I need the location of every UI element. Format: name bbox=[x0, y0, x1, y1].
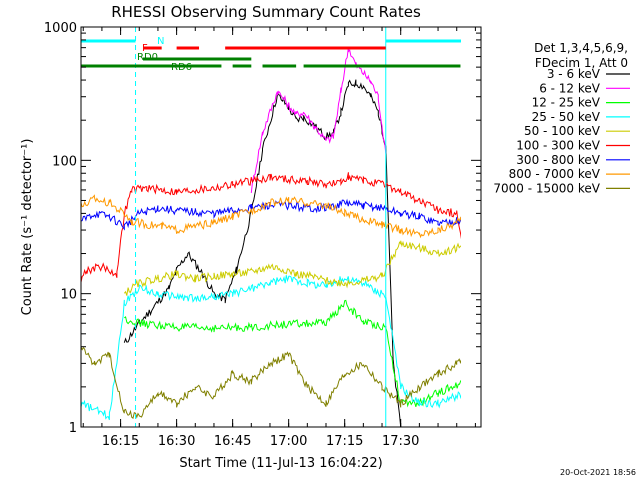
series-line-8 bbox=[81, 346, 461, 420]
y-axis-label: Count Rate (s⁻¹ detector⁻¹) bbox=[20, 139, 35, 316]
x-tick-label: 17:00 bbox=[270, 434, 307, 449]
timestamp: 20-Oct-2021 18:56 bbox=[560, 468, 636, 477]
series-line-0 bbox=[123, 79, 402, 427]
series-line-1 bbox=[250, 47, 387, 193]
y-tick-label: 100 bbox=[52, 154, 77, 169]
series-line-6 bbox=[81, 198, 461, 231]
y-tick-label: 1 bbox=[69, 421, 77, 436]
series-line-2 bbox=[124, 299, 461, 408]
flag-label-n: N bbox=[157, 36, 164, 47]
legend-entry: 25 - 50 keV bbox=[532, 110, 601, 124]
legend-header: Det 1,3,4,5,6,9, bbox=[534, 41, 628, 55]
chart-title: RHESSI Observing Summary Count Rates bbox=[111, 3, 421, 21]
legend-entry: 100 - 300 keV bbox=[516, 139, 600, 153]
plot-frame bbox=[80, 26, 482, 428]
series-line-5 bbox=[81, 172, 461, 283]
legend-entry: 7000 - 15000 keV bbox=[493, 181, 600, 195]
y-tick-label: 1000 bbox=[44, 21, 77, 36]
legend-entry: 800 - 7000 keV bbox=[509, 167, 601, 181]
x-tick-label: 16:30 bbox=[158, 434, 195, 449]
legend-entry: 50 - 100 keV bbox=[524, 124, 601, 138]
series-line-4 bbox=[123, 240, 461, 296]
flag-label-rd6: RD6 bbox=[171, 62, 192, 73]
legend-header: FDecim 1, Att 0 bbox=[535, 56, 628, 70]
flag-label-f: F bbox=[142, 43, 148, 54]
flag-label-rd0: RD0 bbox=[137, 52, 158, 63]
x-tick-label: 16:45 bbox=[214, 434, 251, 449]
x-tick-label: 17:30 bbox=[382, 434, 419, 449]
series-line-7 bbox=[81, 194, 461, 239]
legend-entry: 3 - 6 keV bbox=[547, 67, 601, 81]
y-tick-label: 10 bbox=[60, 288, 77, 303]
legend-entry: 12 - 25 keV bbox=[532, 96, 601, 110]
x-axis-label: Start Time (11-Jul-13 16:04:22) bbox=[179, 456, 382, 471]
x-tick-label: 17:15 bbox=[326, 434, 363, 449]
x-tick-label: 16:15 bbox=[102, 434, 139, 449]
series-line-3 bbox=[81, 275, 461, 421]
legend-entry: 300 - 800 keV bbox=[516, 153, 600, 167]
legend-entry: 6 - 12 keV bbox=[539, 81, 601, 95]
